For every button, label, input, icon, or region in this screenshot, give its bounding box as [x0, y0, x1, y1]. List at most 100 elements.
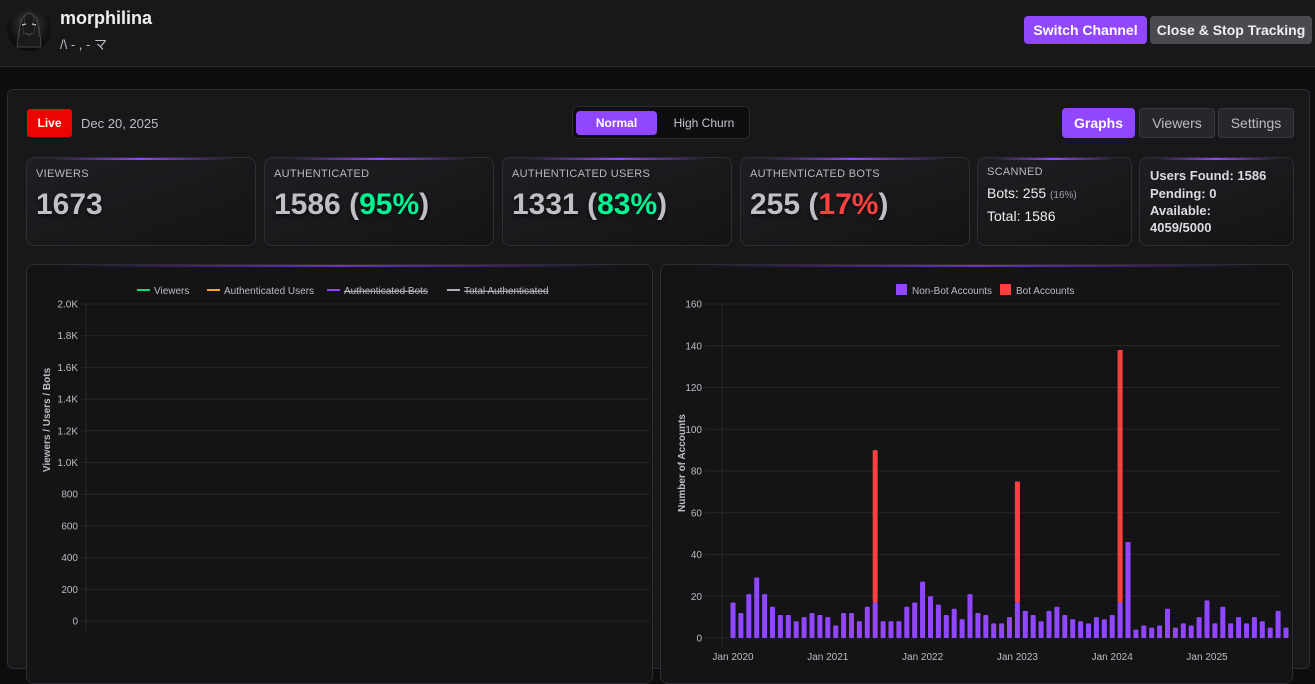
bar-non-bot[interactable] — [864, 606, 870, 638]
bar-non-bot[interactable] — [1220, 606, 1226, 638]
legend-swatch — [1000, 284, 1011, 295]
bar-non-bot[interactable] — [825, 617, 831, 638]
legend-item[interactable]: Authenticated Users — [207, 286, 314, 297]
bar-non-bot[interactable] — [777, 615, 783, 638]
tab-settings[interactable]: Settings — [1218, 108, 1294, 138]
switch-channel-button[interactable]: Switch Channel — [1024, 16, 1147, 44]
legend-item[interactable]: Authenticated Bots — [327, 286, 428, 297]
legend-item[interactable]: Viewers — [137, 286, 189, 297]
bar-non-bot[interactable] — [1157, 625, 1163, 638]
bar-non-bot[interactable] — [1141, 625, 1147, 638]
scanned-bots: Bots: 255 (16%) — [987, 185, 1077, 201]
bar-non-bot[interactable] — [896, 621, 902, 638]
bar-non-bot[interactable] — [817, 615, 823, 638]
scanned-bots-count: Bots: 255 — [987, 185, 1047, 201]
stat-percent: 17% — [818, 188, 879, 221]
bar-non-bot[interactable] — [943, 615, 949, 638]
bar-non-bot[interactable] — [872, 602, 878, 638]
bar-non-bot[interactable] — [1228, 623, 1234, 638]
bar-non-bot[interactable] — [904, 606, 910, 638]
bar-non-bot[interactable] — [1275, 610, 1281, 638]
bar-non-bot[interactable] — [770, 606, 775, 638]
bar-non-bot[interactable] — [1014, 602, 1020, 638]
bar-non-bot[interactable] — [1117, 602, 1123, 638]
bar-non-bot[interactable] — [1259, 621, 1265, 638]
bar-non-bot[interactable] — [928, 596, 933, 638]
bar-non-bot[interactable] — [991, 623, 997, 638]
bar-non-bot[interactable] — [1133, 629, 1139, 638]
bar-non-bot[interactable] — [1204, 600, 1210, 638]
mode-high-churn-button[interactable]: High Churn — [673, 116, 735, 130]
bar-non-bot[interactable] — [785, 615, 791, 638]
bar-non-bot[interactable] — [999, 623, 1005, 638]
bar-non-bot[interactable] — [951, 608, 957, 638]
bar-non-bot[interactable] — [1196, 617, 1202, 638]
bar-non-bot[interactable] — [754, 577, 760, 638]
bar-non-bot[interactable] — [801, 617, 807, 638]
bar-non-bot[interactable] — [912, 602, 918, 638]
bar-non-bot[interactable] — [762, 594, 768, 638]
bar-non-bot[interactable] — [793, 621, 799, 638]
bar-non-bot[interactable] — [935, 604, 941, 638]
y-tick-label: 60 — [691, 508, 703, 519]
bar-bot[interactable] — [1117, 349, 1123, 603]
bar-non-bot[interactable] — [880, 621, 886, 638]
bar-non-bot[interactable] — [1165, 608, 1170, 638]
legend-item[interactable]: Total Authenticated — [447, 286, 549, 297]
bar-non-bot[interactable] — [888, 621, 894, 638]
bar-non-bot[interactable] — [1070, 619, 1076, 638]
bar-non-bot[interactable] — [738, 612, 744, 638]
bar-non-bot[interactable] — [1251, 617, 1257, 638]
close-stop-tracking-button[interactable]: Close & Stop Tracking — [1150, 16, 1312, 44]
bar-non-bot[interactable] — [1212, 623, 1218, 638]
bar-non-bot[interactable] — [1093, 617, 1099, 638]
bar-non-bot[interactable] — [1172, 627, 1178, 638]
legend-label: Viewers — [154, 286, 189, 297]
bar-non-bot[interactable] — [730, 602, 736, 638]
bar-non-bot[interactable] — [833, 625, 839, 638]
bar-non-bot[interactable] — [1062, 615, 1068, 638]
bar-non-bot[interactable] — [1101, 619, 1107, 638]
bar-non-bot[interactable] — [1109, 615, 1115, 638]
bar-non-bot[interactable] — [1030, 615, 1036, 638]
bar-non-bot[interactable] — [849, 612, 854, 638]
bar-non-bot[interactable] — [1086, 623, 1091, 638]
bar-non-bot[interactable] — [809, 612, 815, 638]
bar-non-bot[interactable] — [967, 594, 973, 638]
bar-non-bot[interactable] — [1283, 627, 1289, 638]
bar-non-bot[interactable] — [920, 581, 926, 638]
bar-non-bot[interactable] — [1078, 621, 1084, 638]
channel-avatar[interactable] — [7, 7, 51, 51]
bar-non-bot[interactable] — [1267, 627, 1273, 638]
tab-viewers[interactable]: Viewers — [1139, 108, 1215, 138]
bar-non-bot[interactable] — [1007, 617, 1012, 638]
bar-non-bot[interactable] — [746, 594, 752, 638]
bar-non-bot[interactable] — [1125, 541, 1131, 638]
y-tick-label: 2.0K — [57, 300, 78, 311]
bar-non-bot[interactable] — [1180, 623, 1186, 638]
line-chart-svg: Viewers Authenticated Users Authenticated … — [42, 286, 649, 631]
bar-non-bot[interactable] — [856, 621, 862, 638]
stat-card-queue-info: Users Found: 1586 Pending: 0 Available: … — [1139, 157, 1294, 246]
bar-non-bot[interactable] — [1244, 623, 1249, 638]
line-chart-grid: 0 200 400 600 800 1.0K 1.2K 1.4K 1.6K 1.8K 2.0K — [57, 300, 649, 631]
bar-non-bot[interactable] — [1188, 625, 1194, 638]
bar-non-bot[interactable] — [983, 615, 989, 638]
bar-non-bot[interactable] — [975, 612, 981, 638]
bar-non-bot[interactable] — [1022, 610, 1028, 638]
bar-bot[interactable] — [1014, 481, 1020, 603]
tab-graphs[interactable]: Graphs — [1062, 108, 1135, 138]
y-tick-label: 400 — [61, 553, 78, 564]
mode-normal-button[interactable]: Normal — [576, 111, 657, 135]
bar-non-bot[interactable] — [1149, 627, 1155, 638]
legend-item[interactable]: Non-Bot Accounts — [896, 284, 992, 297]
bar-non-bot[interactable] — [1038, 621, 1044, 638]
legend-item[interactable]: Bot Accounts — [1000, 284, 1074, 297]
bar-non-bot[interactable] — [1046, 610, 1052, 638]
bar-bot[interactable] — [872, 450, 878, 603]
bar-non-bot[interactable] — [1054, 606, 1060, 638]
bar-non-bot[interactable] — [959, 619, 965, 638]
bar-non-bot[interactable] — [1236, 617, 1242, 638]
scanned-bots-percent: (16%) — [1050, 190, 1077, 201]
bar-non-bot[interactable] — [841, 612, 847, 638]
